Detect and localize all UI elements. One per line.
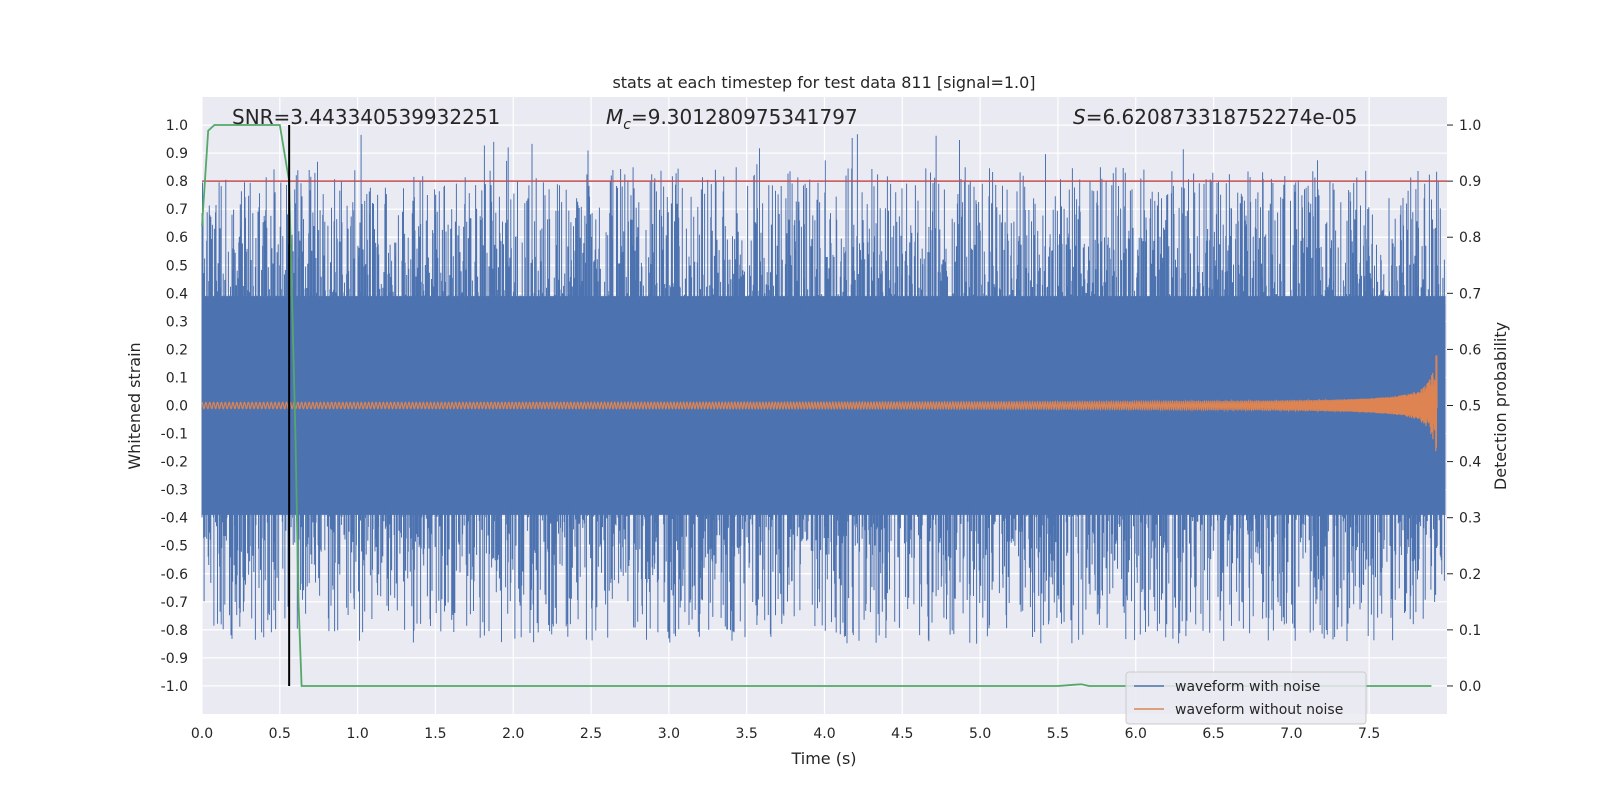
y-right-tick-label: 0.4	[1459, 455, 1481, 471]
y-tick-label: 1.0	[166, 118, 188, 134]
y-tick-label: -0.9	[161, 651, 188, 667]
chirp-mass-annotation: Mc=9.301280975341797	[606, 105, 858, 133]
y-tick-label: -0.1	[161, 427, 188, 443]
series-detection-probability	[201, 124, 1432, 687]
y-axis-label: Whitened strain	[125, 342, 144, 469]
legend-box	[1125, 671, 1367, 725]
y-right-axis-label: Detection probability	[1491, 322, 1510, 490]
y-tick-label: -0.3	[161, 483, 188, 499]
y-tick-label: -0.6	[161, 567, 188, 583]
y-tick-label: -0.4	[161, 511, 188, 527]
x-tick-label: 2.5	[580, 726, 602, 742]
x-tick-label: 1.5	[424, 726, 446, 742]
x-tick-label: 4.5	[891, 726, 913, 742]
x-tick-label: 1.0	[346, 726, 368, 742]
y-tick-label: -0.5	[161, 539, 188, 555]
y-tick-labels: 1.0 0.9 0.8 0.7 0.6 0.5 0.4 0.3 0.2 0.1 0.0 -0.1 -0.…	[161, 118, 188, 695]
x-tick-label: 6.0	[1125, 726, 1147, 742]
legend: waveform with noise waveform without noi…	[1125, 671, 1367, 725]
chart-title: stats at each timestep for test data 811…	[612, 73, 1035, 92]
y-tick-label: 0.3	[166, 314, 188, 330]
y-tick-label: 0.5	[166, 258, 188, 274]
x-tick-label: 5.0	[969, 726, 991, 742]
s-annotation: S=6.620873318752274e-05	[1073, 105, 1357, 129]
y-right-tick-label: 0.0	[1459, 679, 1481, 695]
y-right-tick-label: 0.5	[1459, 399, 1481, 415]
clean-trace	[201, 355, 1438, 452]
y-right-tick-label: 0.2	[1459, 567, 1481, 583]
y-tick-label: 0.0	[166, 399, 188, 415]
y-tick-label: -0.7	[161, 595, 188, 611]
x-axis-label: Time (s)	[790, 749, 856, 768]
y-right-tick-labels: 1.0 0.9 0.8 0.7 0.6 0.5 0.4 0.3 0.2 0.1 0.0	[1447, 118, 1481, 695]
x-tick-label: 6.5	[1202, 726, 1224, 742]
legend-label-noise: waveform with noise	[1175, 679, 1320, 695]
x-tick-label: 7.5	[1358, 726, 1380, 742]
y-tick-label: 0.8	[166, 174, 188, 190]
y-tick-label: 0.6	[166, 230, 188, 246]
y-right-tick-label: 0.7	[1459, 286, 1481, 302]
x-tick-label: 0.0	[191, 726, 213, 742]
snr-annotation: SNR=3.443340539932251	[232, 105, 500, 129]
y-right-tick-label: 0.8	[1459, 230, 1481, 246]
y-right-tick-label: 1.0	[1459, 118, 1481, 134]
x-tick-label: 3.0	[658, 726, 680, 742]
mc-subscript: c	[623, 117, 631, 133]
y-tick-label: -0.8	[161, 623, 188, 639]
x-tick-label: 0.5	[269, 726, 291, 742]
y-tick-label: 0.9	[166, 146, 188, 162]
s-value: =6.620873318752274e-05	[1086, 105, 1358, 129]
y-tick-label: 0.4	[166, 286, 188, 302]
legend-label-clean: waveform without noise	[1175, 702, 1343, 718]
x-tick-label: 5.5	[1047, 726, 1069, 742]
x-tick-labels: 0.0 0.5 1.0 1.5 2.0 2.5 3.0 3.5 4.0 4.5 5.0 5.5 6.0 6…	[191, 726, 1380, 742]
series-waveform-without-noise	[201, 355, 1438, 452]
s-symbol: S	[1073, 105, 1086, 129]
x-tick-label: 2.0	[502, 726, 524, 742]
x-tick-label: 3.5	[736, 726, 758, 742]
y-tick-label: 0.1	[166, 370, 188, 386]
y-tick-label: 0.2	[166, 342, 188, 358]
x-tick-label: 4.0	[813, 726, 835, 742]
y-tick-label: -0.2	[161, 455, 188, 471]
y-right-tick-label: 0.6	[1459, 342, 1481, 358]
y-right-tick-label: 0.9	[1459, 174, 1481, 190]
y-tick-label: -1.0	[161, 679, 188, 695]
mc-symbol: M	[606, 105, 623, 129]
y-right-tick-label: 0.1	[1459, 623, 1481, 639]
y-right-tick-label: 0.3	[1459, 511, 1481, 527]
mc-value: =9.301280975341797	[631, 105, 858, 129]
y-tick-label: 0.7	[166, 202, 188, 218]
noise-trace	[201, 134, 1446, 644]
x-tick-label: 7.0	[1280, 726, 1302, 742]
